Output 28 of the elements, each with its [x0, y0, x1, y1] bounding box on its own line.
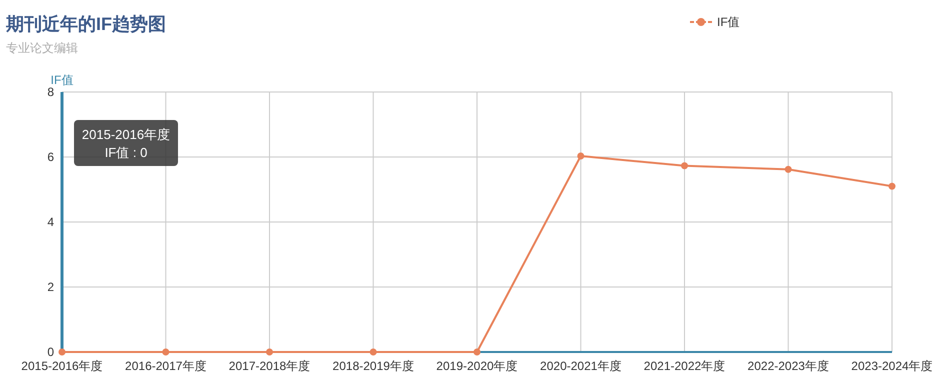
y-tick-label: 2	[47, 280, 54, 294]
y-tick-label: 6	[47, 150, 54, 164]
x-tick-label: 2017-2018年度	[228, 359, 310, 373]
x-tick-label: 2023-2024年度	[851, 359, 933, 373]
point	[370, 348, 377, 356]
point	[474, 348, 480, 356]
point	[162, 348, 170, 356]
x-tick-label: 2019-2020年度	[436, 359, 518, 373]
chart-title: 期刊近年的IF趋势图	[5, 14, 166, 34]
annotation: 2015-2016年度 IF值 : 0	[82, 127, 170, 160]
y-tick-label: 0	[47, 345, 54, 359]
y-axis-title: IF值	[50, 73, 74, 87]
y-tick-label: 8	[47, 85, 54, 99]
x-tick-label: 2022-2023年度	[748, 359, 829, 373]
chart-subtitle: 专业论文编辑	[6, 41, 78, 55]
point	[58, 348, 66, 356]
x-tick-label: 2015-2016年度	[21, 359, 103, 373]
point	[266, 348, 273, 356]
x-tick-label: 2016-2017年度	[125, 359, 206, 373]
x-tick-label: 2020-2021年度	[540, 359, 622, 373]
x-tick-label: 2018-2019年度	[332, 359, 414, 373]
point	[577, 152, 584, 160]
y-tick-label: 4	[47, 215, 54, 229]
point	[681, 162, 688, 170]
point	[888, 182, 896, 190]
x-tick-label: 2021-2022年度	[644, 359, 726, 373]
point	[784, 166, 792, 173]
legend-label: IF值	[717, 15, 740, 29]
